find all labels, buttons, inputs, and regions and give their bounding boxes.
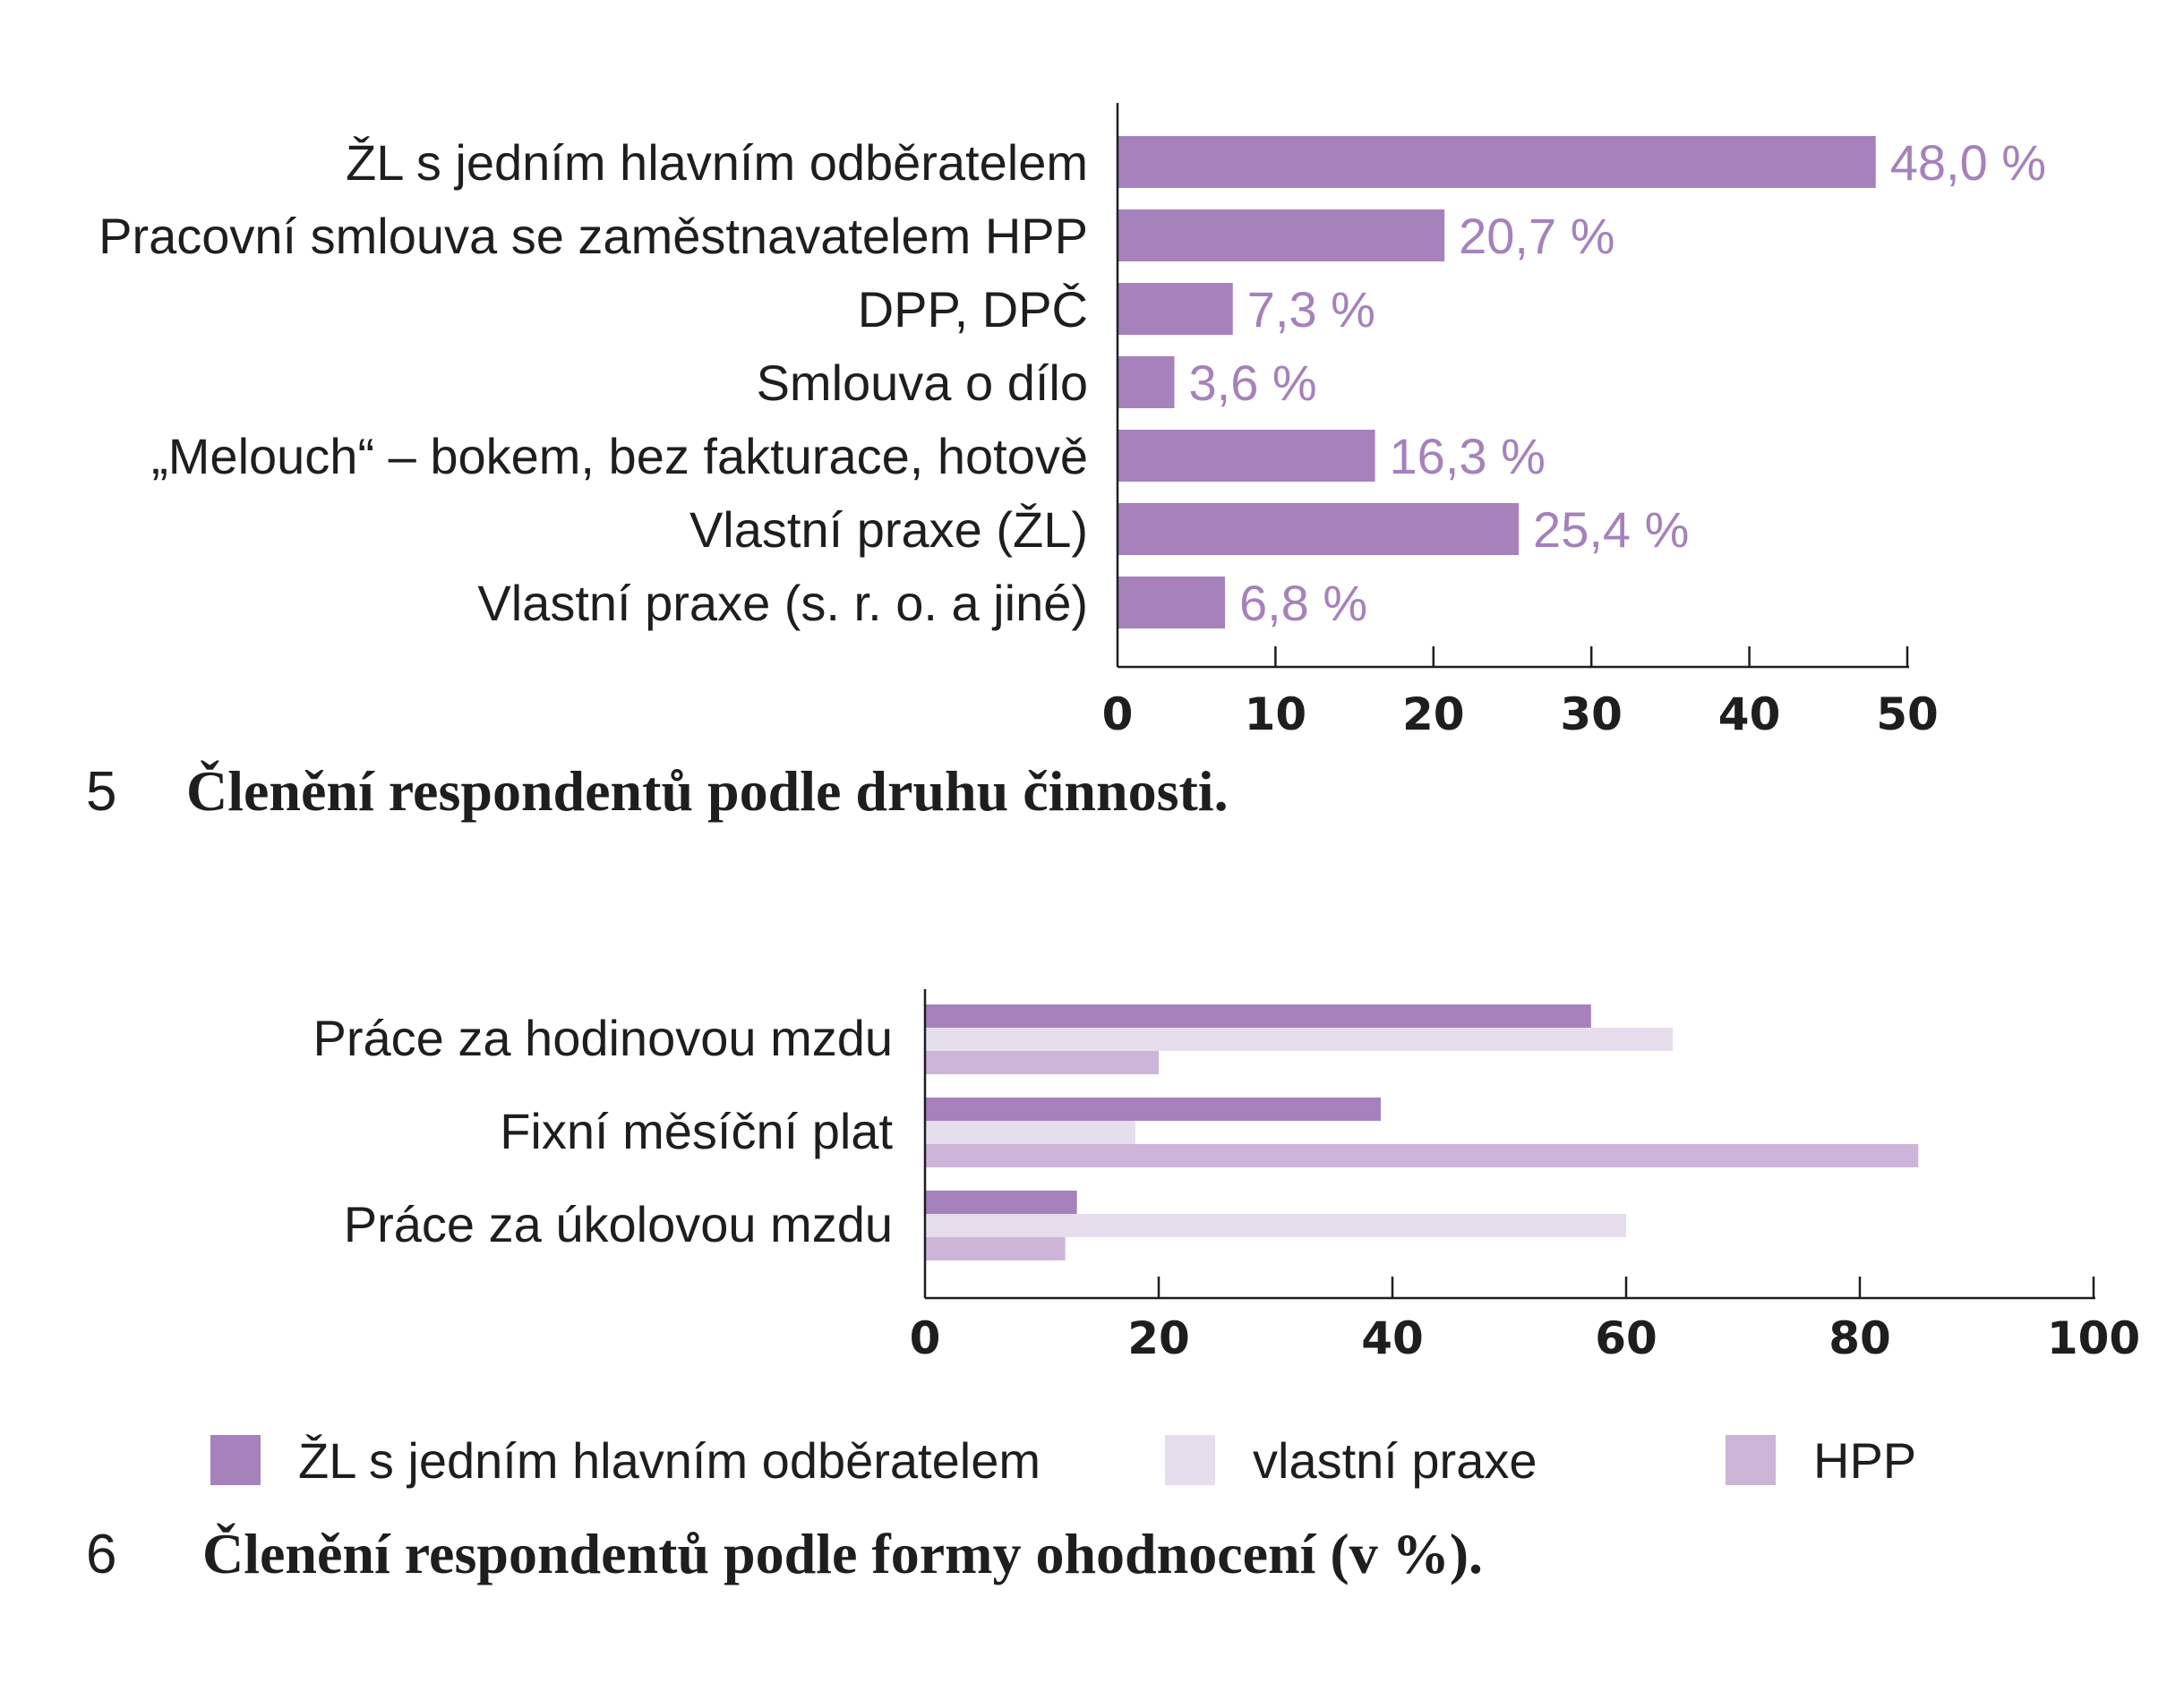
chart1-tick-label: 20 — [1402, 688, 1465, 740]
chart2-tick-label: 40 — [1361, 1312, 1424, 1364]
activity-type-chart: ŽL s jedním hlavním odběratelem Pracovní … — [86, 103, 2046, 823]
chart1-category-label: DPP, DPČ — [858, 281, 1088, 337]
chart1-bar — [1118, 577, 1225, 628]
chart2-category-label: Práce za hodinovou mzdu — [313, 1010, 894, 1066]
remuneration-form-chart: Práce za hodinovou mzdu Fixní měsíční pla… — [86, 989, 2140, 1585]
legend-label: HPP — [1813, 1432, 1916, 1489]
chart2-bar — [925, 1098, 1381, 1121]
chart1-value-label: 20,7 % — [1459, 208, 1614, 264]
chart1-value-labels: 48,0 % 20,7 % 7,3 % 3,6 % 16,3 % 25,4 % 6,8 % — [1189, 134, 2047, 631]
chart2-bar — [925, 1214, 1626, 1237]
chart2-bar — [925, 1144, 1919, 1167]
chart1-category-label: Pracovní smlouva se zaměstnavatelem HPP — [98, 208, 1088, 264]
chart2-bar — [925, 1004, 1591, 1028]
chart1-category-label: ŽL s jedním hlavním odběratelem — [346, 134, 1088, 191]
chart2-bar — [925, 1121, 1135, 1144]
chart1-category-label: „Melouch“ – bokem, bez fakturace, hotově — [151, 428, 1088, 484]
chart1-bar — [1118, 283, 1233, 335]
chart1-category-label: Vlastní praxe (ŽL) — [689, 501, 1088, 558]
chart1-bar — [1118, 209, 1445, 261]
chart2-legend: ŽL s jedním hlavním odběratelem vlastní p… — [210, 1432, 1916, 1489]
chart1-value-label: 16,3 % — [1390, 428, 1546, 484]
chart2-caption: Členění respondentů podle formy ohodnoce… — [202, 1522, 1483, 1585]
chart1-value-label: 48,0 % — [1890, 134, 2046, 191]
legend-swatch — [1726, 1435, 1776, 1485]
legend-label: ŽL s jedním hlavním odběratelem — [298, 1432, 1041, 1489]
chart2-bar — [925, 1237, 1066, 1260]
chart1-x-ticks: 0 10 20 30 40 50 — [1102, 646, 1939, 740]
chart1-bar — [1118, 356, 1175, 408]
chart2-tick-label: 20 — [1127, 1312, 1190, 1364]
chart1-tick-label: 40 — [1718, 688, 1781, 740]
chart1-bars — [1118, 136, 1876, 628]
chart2-tick-label: 0 — [910, 1312, 941, 1364]
chart1-bar — [1118, 430, 1375, 482]
chart1-category-label: Smlouva o dílo — [757, 355, 1088, 411]
chart2-caption-number: 6 — [86, 1524, 116, 1585]
chart1-tick-label: 10 — [1245, 688, 1307, 740]
legend-swatch — [210, 1435, 261, 1485]
chart2-tick-label: 100 — [2047, 1312, 2140, 1364]
chart2-category-label: Fixní měsíční plat — [500, 1103, 893, 1159]
legend-swatch — [1165, 1435, 1215, 1485]
chart1-tick-label: 50 — [1876, 688, 1939, 740]
chart2-category-label: Práce za úkolovou mzdu — [344, 1196, 893, 1252]
chart2-bar — [925, 1191, 1077, 1214]
chart1-value-label: 6,8 % — [1239, 575, 1367, 631]
chart1-bar — [1118, 503, 1520, 555]
chart1-value-label: 7,3 % — [1247, 281, 1375, 337]
chart2-tick-label: 60 — [1595, 1312, 1657, 1364]
chart1-category-labels: ŽL s jedním hlavním odběratelem Pracovní … — [98, 134, 1088, 631]
chart1-value-label: 25,4 % — [1533, 501, 1689, 558]
legend-label: vlastní praxe — [1253, 1432, 1537, 1489]
chart1-tick-label: 0 — [1102, 688, 1134, 740]
chart1-caption: Členění respondentů podle druhu činnosti… — [186, 759, 1229, 823]
chart2-category-labels: Práce za hodinovou mzdu Fixní měsíční pla… — [313, 1010, 894, 1252]
chart1-value-label: 3,6 % — [1189, 355, 1317, 411]
chart2-bar — [925, 1028, 1674, 1051]
chart1-tick-label: 30 — [1560, 688, 1623, 740]
chart1-category-label: Vlastní praxe (s. r. o. a jiné) — [477, 575, 1088, 631]
chart2-x-ticks: 0 20 40 60 80 100 — [910, 1277, 2140, 1364]
chart2-tick-label: 80 — [1829, 1312, 1891, 1364]
chart1-caption-number: 5 — [86, 761, 116, 823]
chart2-bar — [925, 1051, 1159, 1074]
chart1-bar — [1118, 136, 1876, 188]
chart2-bars — [925, 1004, 1919, 1260]
